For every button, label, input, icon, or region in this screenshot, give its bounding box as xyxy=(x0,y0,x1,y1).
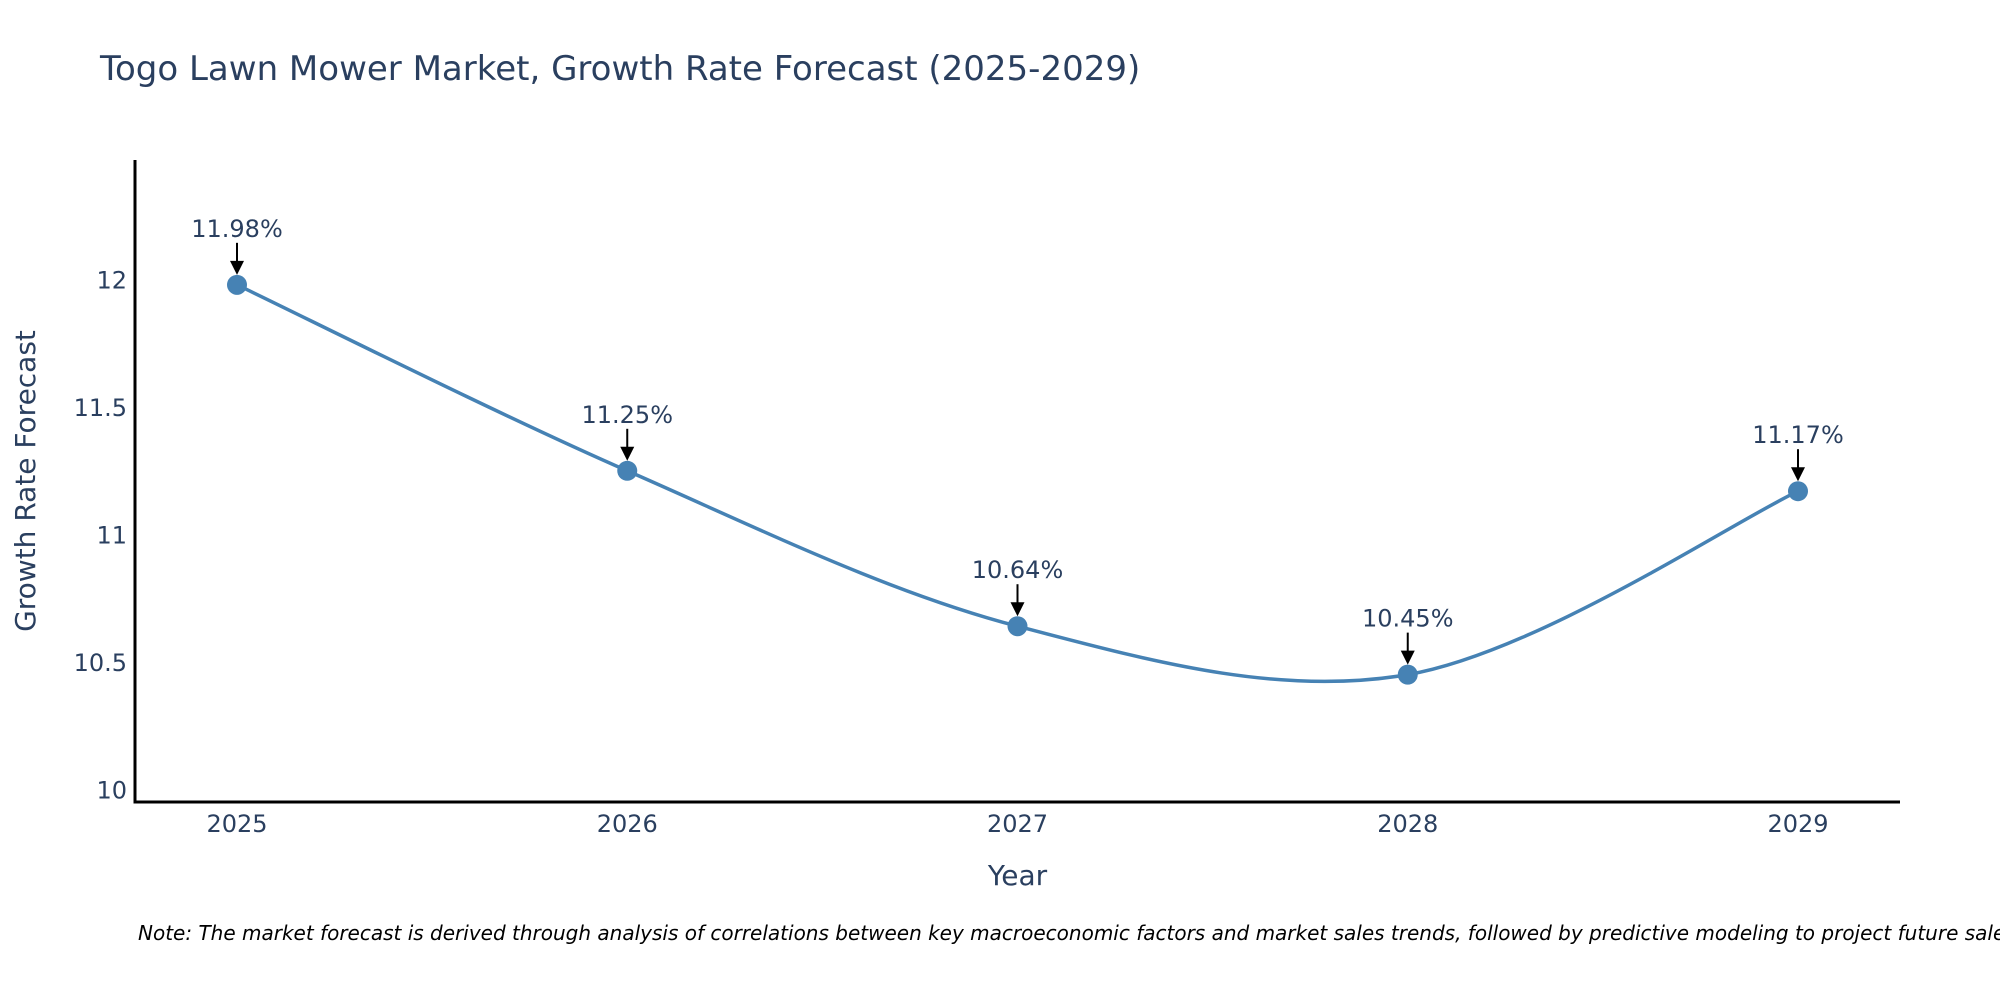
data-label: 10.45% xyxy=(1362,605,1454,633)
data-label: 11.25% xyxy=(581,401,673,429)
y-tick-label: 12 xyxy=(96,267,127,295)
x-tick-label: 2029 xyxy=(1767,810,1828,838)
y-axis-title: Growth Rate Forecast xyxy=(9,330,42,632)
data-point xyxy=(1788,481,1808,502)
y-tick-label: 10.5 xyxy=(74,649,127,677)
x-tick-label: 2027 xyxy=(987,810,1048,838)
data-point xyxy=(1397,664,1418,685)
footnote: Note: The market forecast is derived thr… xyxy=(138,921,2000,945)
x-tick-label: 2028 xyxy=(1377,810,1438,838)
data-point xyxy=(227,274,247,295)
annotation-arrowhead xyxy=(1010,602,1025,617)
plot-area: 11.98% 11.25% 10.64% 10.45% 11.17% xyxy=(191,215,1844,685)
x-axis-title: Year xyxy=(987,859,1048,892)
data-point xyxy=(617,460,638,481)
annotation-arrowhead xyxy=(1791,467,1805,482)
data-label: 10.64% xyxy=(972,556,1064,584)
annotation-arrowhead xyxy=(620,446,635,461)
annotation-arrowhead xyxy=(1400,650,1415,665)
data-points xyxy=(227,274,1808,685)
y-tick-label: 11 xyxy=(96,522,127,550)
y-axis-ticks: 10 10.5 11 11.5 12 xyxy=(74,267,127,805)
data-labels: 11.98% 11.25% 10.64% 10.45% 11.17% xyxy=(191,215,1844,665)
data-label: 11.98% xyxy=(191,215,283,243)
data-label: 11.17% xyxy=(1752,421,1844,449)
annotation-arrowhead xyxy=(230,260,244,275)
chart-title: Togo Lawn Mower Market, Growth Rate Fore… xyxy=(99,49,1140,89)
x-tick-label: 2025 xyxy=(206,810,267,838)
x-axis-ticks: 2025 2026 2027 2028 2029 xyxy=(206,810,1828,838)
y-tick-label: 10 xyxy=(96,776,127,804)
x-tick-label: 2026 xyxy=(597,810,658,838)
y-tick-label: 11.5 xyxy=(74,394,127,422)
data-point xyxy=(1007,616,1028,637)
